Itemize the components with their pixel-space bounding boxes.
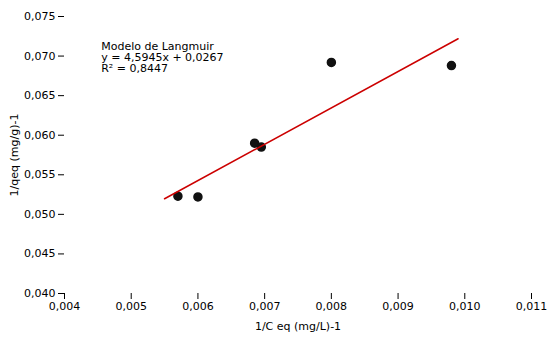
- svg-text:0,040: 0,040: [24, 287, 56, 300]
- svg-text:0,070: 0,070: [24, 50, 56, 63]
- svg-text:1/qeq (mg/g)-1: 1/qeq (mg/g)-1: [8, 114, 21, 197]
- svg-text:0,008: 0,008: [316, 300, 348, 313]
- svg-text:1/C eq (mg/L)-1: 1/C eq (mg/L)-1: [255, 320, 341, 333]
- svg-text:Modelo de Langmuiry = 4,5945x: Modelo de Langmuiry = 4,5945x + 0,0267R²…: [101, 40, 223, 75]
- svg-text:0,045: 0,045: [24, 247, 56, 260]
- svg-text:0,005: 0,005: [115, 300, 147, 313]
- svg-text:0,009: 0,009: [382, 300, 414, 313]
- svg-text:0,004: 0,004: [49, 300, 81, 313]
- svg-text:0,055: 0,055: [24, 168, 56, 181]
- svg-text:0,011: 0,011: [516, 300, 548, 313]
- svg-text:0,010: 0,010: [449, 300, 481, 313]
- svg-text:0,075: 0,075: [24, 10, 56, 23]
- svg-text:0,060: 0,060: [24, 129, 56, 142]
- svg-text:0,006: 0,006: [182, 300, 214, 313]
- svg-text:0,007: 0,007: [249, 300, 281, 313]
- svg-text:0,050: 0,050: [24, 208, 56, 221]
- svg-text:0,065: 0,065: [24, 89, 56, 102]
